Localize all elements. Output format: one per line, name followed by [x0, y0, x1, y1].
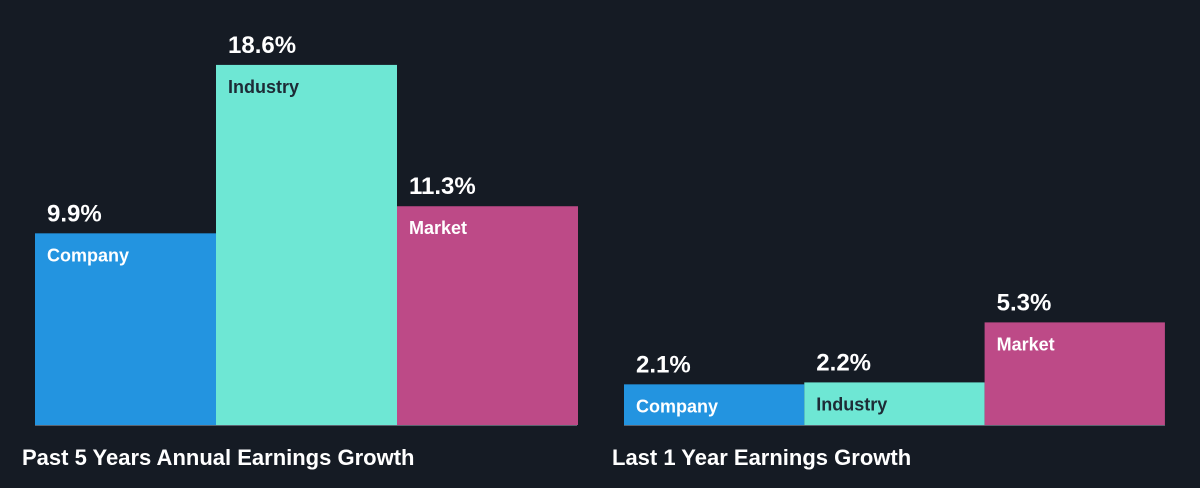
- company-value-label: 9.9%: [47, 200, 102, 227]
- market-bar[interactable]: [397, 206, 578, 425]
- one-year-growth-panel: 2.1% 2.2% 5.3% Company Industry Market L…: [612, 289, 1165, 470]
- market-value-label: 5.3%: [997, 289, 1052, 316]
- industry-category-label: Industry: [228, 77, 299, 97]
- market-category-label: Market: [997, 334, 1055, 354]
- company-bar[interactable]: [35, 233, 216, 425]
- company-value-label: 2.1%: [636, 351, 691, 378]
- market-category-label: Market: [409, 218, 467, 238]
- industry-bar[interactable]: [804, 382, 985, 425]
- five-year-chart-title: Past 5 Years Annual Earnings Growth: [22, 445, 414, 470]
- five-year-growth-panel: 9.9% 18.6% 11.3% Company Industry Market…: [22, 32, 578, 470]
- industry-bar[interactable]: [216, 64, 397, 426]
- market-value-label: 11.3%: [409, 173, 476, 200]
- market-bar[interactable]: [984, 322, 1165, 425]
- industry-value-label: 18.6%: [228, 32, 296, 59]
- company-category-label: Company: [636, 396, 718, 416]
- company-category-label: Company: [47, 245, 129, 265]
- company-bar[interactable]: [624, 384, 805, 425]
- industry-category-label: Industry: [816, 394, 887, 414]
- one-year-chart-title: Last 1 Year Earnings Growth: [612, 445, 911, 470]
- industry-value-label: 2.2%: [816, 349, 871, 376]
